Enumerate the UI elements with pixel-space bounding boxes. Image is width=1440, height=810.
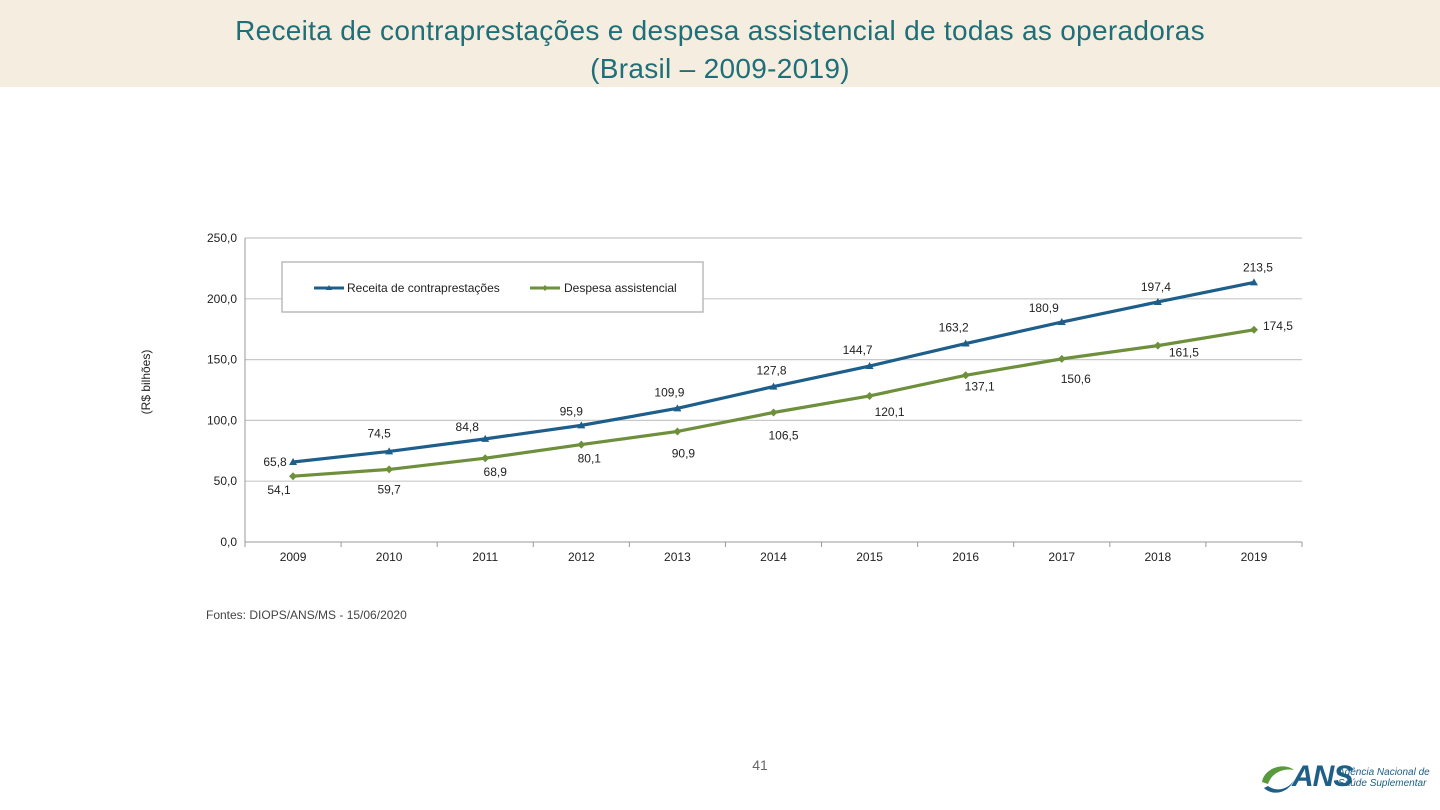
x-tick-label: 2011 xyxy=(472,550,498,564)
x-tick-label: 2010 xyxy=(376,550,403,564)
x-tick-label: 2018 xyxy=(1145,550,1172,564)
legend-label: Despesa assistencial xyxy=(564,281,677,295)
data-label: 90,9 xyxy=(672,446,696,460)
data-point xyxy=(577,440,586,449)
data-point xyxy=(289,472,298,481)
x-tick-label: 2015 xyxy=(856,550,883,564)
y-tick-label: 0,0 xyxy=(220,535,237,549)
legend-box xyxy=(281,261,704,313)
y-axis-label: (R$ bilhões) xyxy=(139,350,153,415)
data-label: 127,8 xyxy=(756,364,786,378)
data-point xyxy=(1249,325,1258,334)
y-tick-label: 50,0 xyxy=(214,474,238,488)
data-point xyxy=(1249,278,1258,286)
logo-sub-line-2: Saúde Suplementar xyxy=(1338,778,1427,789)
data-point xyxy=(673,404,682,412)
legend-label: Receita de contraprestações xyxy=(347,281,500,295)
y-tick-label: 200,0 xyxy=(207,292,237,306)
ans-logo: ANS Agência Nacional de Saúde Suplementa… xyxy=(1258,758,1430,800)
data-point xyxy=(289,457,298,465)
logo-sub-line-1: Agência Nacional de xyxy=(1338,767,1430,778)
legend-marker xyxy=(542,285,548,291)
data-point xyxy=(673,427,682,436)
data-point xyxy=(481,434,490,442)
data-label-layer: 65,8 74,5 84,8 95,9 109,9 127,8 144,7 163,2 180,… xyxy=(263,260,1293,497)
legend: Receita de contraprestações Despesa assis… xyxy=(281,261,704,313)
data-point xyxy=(385,465,394,474)
grid-layer xyxy=(245,237,1302,482)
data-label: 54,1 xyxy=(267,483,291,497)
data-label: 197,4 xyxy=(1141,280,1171,294)
data-label: 174,5 xyxy=(1263,319,1293,333)
data-point xyxy=(1153,341,1162,350)
title-line-2: (Brasil – 2009-2019) xyxy=(590,53,850,84)
data-label: 180,9 xyxy=(1029,301,1059,315)
data-label: 59,7 xyxy=(377,482,401,496)
page-number: 41 xyxy=(752,757,768,773)
y-tick-label: 250,0 xyxy=(207,231,237,245)
data-point xyxy=(961,371,970,380)
data-point xyxy=(769,408,778,417)
data-label: 150,6 xyxy=(1061,372,1091,386)
data-label: 144,7 xyxy=(843,343,873,357)
data-label: 68,9 xyxy=(484,465,508,479)
data-point xyxy=(769,382,778,390)
x-tick-label: 2013 xyxy=(664,550,691,564)
data-point xyxy=(481,454,490,463)
logo-subtitle: Agência Nacional de Saúde Suplementar xyxy=(1338,767,1430,789)
data-label: 65,8 xyxy=(263,455,287,469)
page-title: Receita de contraprestações e despesa as… xyxy=(0,12,1440,88)
x-tick-label: 2009 xyxy=(280,550,307,564)
data-point xyxy=(865,362,874,370)
title-line-1: Receita de contraprestações e despesa as… xyxy=(235,15,1205,46)
y-tick-label: 100,0 xyxy=(207,413,237,427)
data-label: 163,2 xyxy=(939,321,969,335)
source-note: Fontes: DIOPS/ANS/MS - 15/06/2020 xyxy=(206,608,407,622)
ans-swoosh-icon xyxy=(1262,766,1294,793)
data-point xyxy=(1057,354,1066,363)
data-point xyxy=(1057,318,1066,326)
data-point xyxy=(961,339,970,347)
data-label: 137,1 xyxy=(965,379,995,393)
data-point xyxy=(865,391,874,400)
legend-marker xyxy=(326,285,332,290)
series-line-despesa xyxy=(292,328,1255,478)
data-label: 80,1 xyxy=(578,452,602,466)
x-tick-label: 2017 xyxy=(1048,550,1075,564)
x-tick-label: 2014 xyxy=(760,550,787,564)
data-label: 161,5 xyxy=(1169,346,1199,360)
data-point xyxy=(1153,297,1162,305)
data-point xyxy=(577,421,586,429)
x-tick-label: 2016 xyxy=(952,550,979,564)
data-label: 74,5 xyxy=(367,426,391,440)
axis-layer: 0,0 50,0 100,0 150,0 200,0 250,0 2009 2010 2011 2… xyxy=(207,231,1303,564)
data-label: 213,5 xyxy=(1243,260,1273,274)
logo-wordmark: ANS xyxy=(1292,760,1353,793)
x-tick-label: 2019 xyxy=(1241,550,1268,564)
data-label: 120,1 xyxy=(875,405,905,419)
header-band xyxy=(0,0,1440,87)
data-label: 106,5 xyxy=(768,428,798,442)
series-layer xyxy=(289,278,1258,481)
x-tick-label: 2012 xyxy=(568,550,595,564)
data-label: 109,9 xyxy=(654,385,684,399)
data-point xyxy=(385,447,394,455)
data-label: 95,9 xyxy=(560,404,584,418)
data-label: 84,8 xyxy=(456,420,480,434)
y-tick-label: 150,0 xyxy=(207,353,237,367)
